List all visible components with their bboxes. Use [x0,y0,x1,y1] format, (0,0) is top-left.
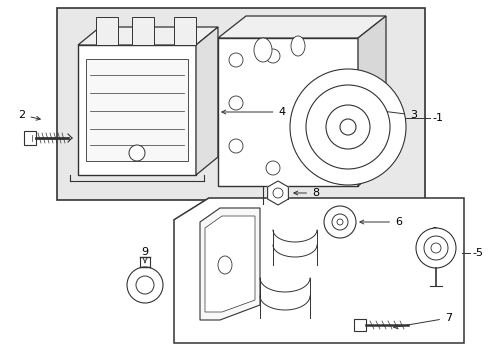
Circle shape [331,214,347,230]
Circle shape [423,236,447,260]
Circle shape [228,96,243,110]
Bar [86,59,187,161]
Polygon shape [200,208,260,320]
Circle shape [228,139,243,153]
Text: 6: 6 [359,217,401,227]
Bar [24,131,36,145]
Circle shape [324,206,355,238]
Text: 8: 8 [293,188,319,198]
Text: 7: 7 [393,313,451,329]
Bar [174,17,196,45]
Text: 3: 3 [361,107,416,120]
Circle shape [136,276,154,294]
Circle shape [325,105,369,149]
Text: -1: -1 [431,113,442,123]
Polygon shape [267,181,288,205]
Ellipse shape [253,38,271,62]
Bar [353,319,365,331]
Polygon shape [78,27,218,45]
Circle shape [415,228,455,268]
Circle shape [289,69,405,185]
Circle shape [272,188,283,198]
Polygon shape [357,16,385,186]
Bar [132,17,154,45]
Circle shape [265,49,280,63]
Circle shape [339,119,355,135]
Text: 4: 4 [222,107,285,117]
Polygon shape [204,216,254,312]
Polygon shape [174,198,463,343]
Circle shape [336,219,342,225]
Circle shape [228,53,243,67]
Circle shape [265,161,280,175]
Bar [96,17,118,45]
Circle shape [127,267,163,303]
Circle shape [305,85,389,169]
Ellipse shape [290,36,305,56]
Bar [57,8,424,200]
Polygon shape [196,27,218,175]
Circle shape [129,145,145,161]
Bar [218,38,357,186]
Polygon shape [218,16,385,38]
Text: -5: -5 [471,248,482,258]
Bar [78,45,196,175]
Text: 9: 9 [141,247,148,262]
Text: 6: 6 [424,227,436,238]
Text: 2: 2 [19,110,40,120]
Ellipse shape [218,256,231,274]
Circle shape [430,243,440,253]
